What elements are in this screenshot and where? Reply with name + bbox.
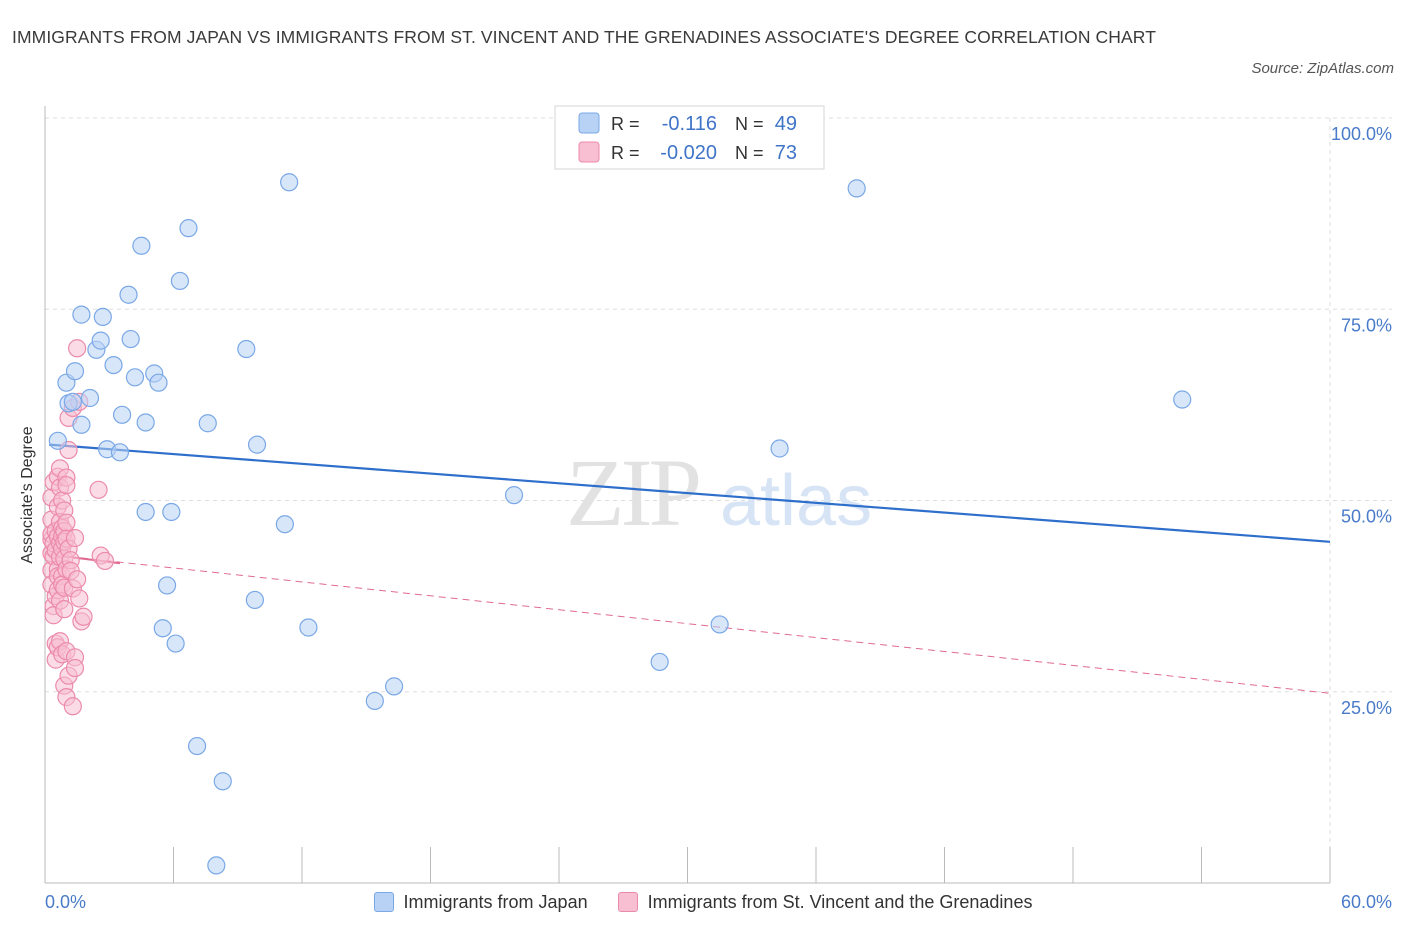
point-japan-46 (1173, 390, 1192, 409)
point-japan-44 (770, 439, 789, 458)
x-tick-label-min: 0.0% (45, 892, 86, 912)
point-japan-39 (365, 691, 384, 711)
point-japan-36 (280, 173, 299, 192)
point-japan-4 (65, 362, 85, 381)
legend-n-label-japan: N = (735, 114, 764, 134)
legend-r-value-svg: -0.020 (660, 142, 717, 164)
x-tick-labels: 0.0% 60.0% (45, 892, 1392, 912)
point-svg-64 (68, 339, 87, 358)
point-japan-32 (213, 772, 232, 791)
legend-swatch-japan (578, 112, 600, 134)
point-svg-47 (57, 513, 76, 532)
point-japan-9 (91, 331, 110, 350)
y-tick-label-50: 50.0% (1341, 507, 1392, 527)
point-japan-22 (149, 373, 168, 392)
legend-swatch-japan-bottom (373, 892, 394, 912)
point-japan-37 (275, 515, 294, 534)
point-japan-17 (125, 368, 145, 387)
point-svg-61 (65, 528, 85, 548)
point-japan-7 (80, 388, 100, 408)
point-japan-14 (112, 405, 132, 424)
point-svg-46 (57, 476, 76, 495)
point-japan-20 (136, 413, 155, 432)
point-japan-25 (162, 502, 181, 522)
y-tick-label-100: 100.0% (1331, 124, 1392, 144)
legend-swatch-svg-bottom (617, 892, 638, 912)
point-japan-0 (48, 431, 67, 450)
point-japan-12 (104, 355, 123, 375)
y-tick-labels: 25.0% 50.0% 75.0% 100.0% (1331, 124, 1392, 718)
point-japan-31 (207, 856, 226, 875)
point-japan-35 (247, 435, 267, 454)
point-japan-5 (72, 415, 91, 434)
point-svg-65 (68, 570, 87, 589)
y-axis-label: Associate's Degree (19, 426, 36, 563)
point-japan-38 (299, 618, 318, 637)
point-japan-29 (187, 736, 207, 756)
point-japan-41 (504, 486, 524, 505)
legend-n-value-japan: 49 (775, 113, 797, 135)
correlation-legend: R = -0.116 N = 49 R = -0.020 N = 73 (554, 105, 825, 170)
point-japan-33 (237, 339, 256, 359)
legend-label-svg: Immigrants from St. Vincent and the Gren… (647, 891, 1033, 912)
series-japan-points (48, 173, 1192, 875)
legend-item-japan: Immigrants from Japan (373, 891, 588, 913)
legend-label-japan: Immigrants from Japan (403, 891, 588, 912)
x-tick-label-max: 60.0% (1341, 892, 1392, 912)
point-japan-3 (63, 392, 82, 411)
point-japan-15 (119, 285, 138, 304)
point-japan-27 (170, 271, 190, 291)
point-japan-10 (93, 307, 112, 326)
y-tick-label-25: 25.0% (1341, 698, 1392, 718)
grid-lines (45, 117, 1392, 883)
point-svg-43 (55, 600, 74, 619)
trend-line-svg-extended (44, 553, 1331, 694)
chart-title: IMMIGRANTS FROM JAPAN VS IMMIGRANTS FROM… (12, 27, 1157, 47)
point-svg-60 (63, 697, 82, 716)
point-japan-42 (650, 652, 669, 672)
point-svg-72 (95, 551, 115, 571)
watermark: ZIP atlas (566, 439, 872, 546)
point-japan-34 (245, 590, 264, 610)
point-svg-69 (74, 607, 93, 626)
trend-line-japan (49, 443, 1331, 543)
point-japan-45 (847, 179, 866, 198)
point-japan-40 (384, 677, 404, 696)
point-japan-6 (72, 305, 91, 324)
y-tick-label-75: 75.0% (1341, 315, 1392, 335)
point-japan-23 (157, 576, 177, 595)
point-japan-18 (132, 236, 151, 255)
point-japan-19 (136, 502, 155, 522)
point-japan-26 (166, 634, 185, 653)
legend-r-label-svg: R = (611, 143, 640, 163)
legend-r-label-japan: R = (611, 114, 640, 134)
series-svg-points (42, 339, 115, 716)
point-japan-43 (710, 615, 729, 634)
point-svg-63 (65, 658, 85, 678)
source-label: Source: ZipAtlas.com (1251, 60, 1394, 77)
legend-r-value-japan: -0.116 (662, 113, 717, 135)
series-legend: Immigrants from Japan Immigrants from St… (0, 888, 1406, 916)
legend-swatch-svg (578, 141, 600, 163)
point-japan-30 (198, 414, 217, 433)
legend-item-svg: Immigrants from St. Vincent and the Gren… (617, 891, 1033, 913)
legend-n-label-svg: N = (735, 143, 764, 163)
point-japan-24 (153, 619, 172, 638)
point-japan-16 (121, 329, 140, 349)
point-japan-28 (179, 219, 198, 238)
legend-n-value-svg: 73 (775, 142, 797, 164)
point-svg-70 (89, 480, 108, 499)
point-svg-67 (70, 589, 89, 608)
point-japan-13 (110, 443, 130, 462)
